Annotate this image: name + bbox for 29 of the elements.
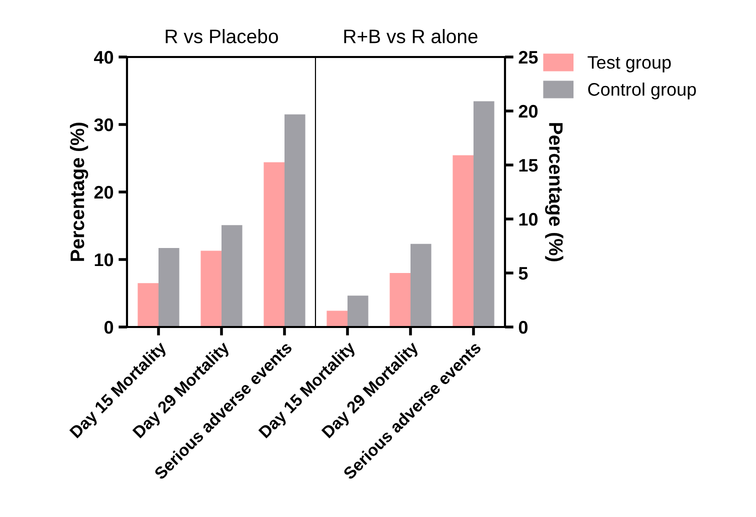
y-tick-label: 40 — [94, 50, 114, 64]
bar — [326, 310, 348, 327]
y-tick-label: 0 — [104, 320, 114, 334]
y-tick-label: 10 — [519, 212, 538, 226]
y-tick-label: 10 — [94, 253, 114, 266]
bar — [410, 244, 432, 327]
y-tick-label: 25 — [518, 50, 538, 64]
chart-title: R+B vs R alone — [344, 29, 478, 44]
y-tick-label: 30 — [94, 118, 114, 132]
bar — [138, 283, 158, 327]
legend-label: Test group — [588, 56, 671, 72]
chart-title: R vs Placebo — [166, 29, 278, 44]
bar — [158, 248, 180, 327]
y-axis-title: Percentage (%) — [70, 122, 88, 261]
y-tick-label: 20 — [94, 186, 114, 199]
bar — [452, 155, 474, 327]
y-axis-title: Percentage (%) — [545, 123, 564, 262]
bar — [474, 101, 494, 327]
bar — [200, 250, 222, 327]
y-tick-label: 20 — [518, 104, 538, 118]
bar — [390, 273, 410, 327]
y-tick-label: 5 — [518, 267, 528, 280]
bar — [348, 296, 368, 327]
bar — [264, 162, 284, 327]
y-tick-label: 0 — [518, 320, 528, 334]
legend-label: Control group — [588, 82, 696, 100]
bar — [222, 225, 242, 327]
bar — [284, 114, 306, 327]
y-tick-label: 15 — [519, 159, 538, 172]
